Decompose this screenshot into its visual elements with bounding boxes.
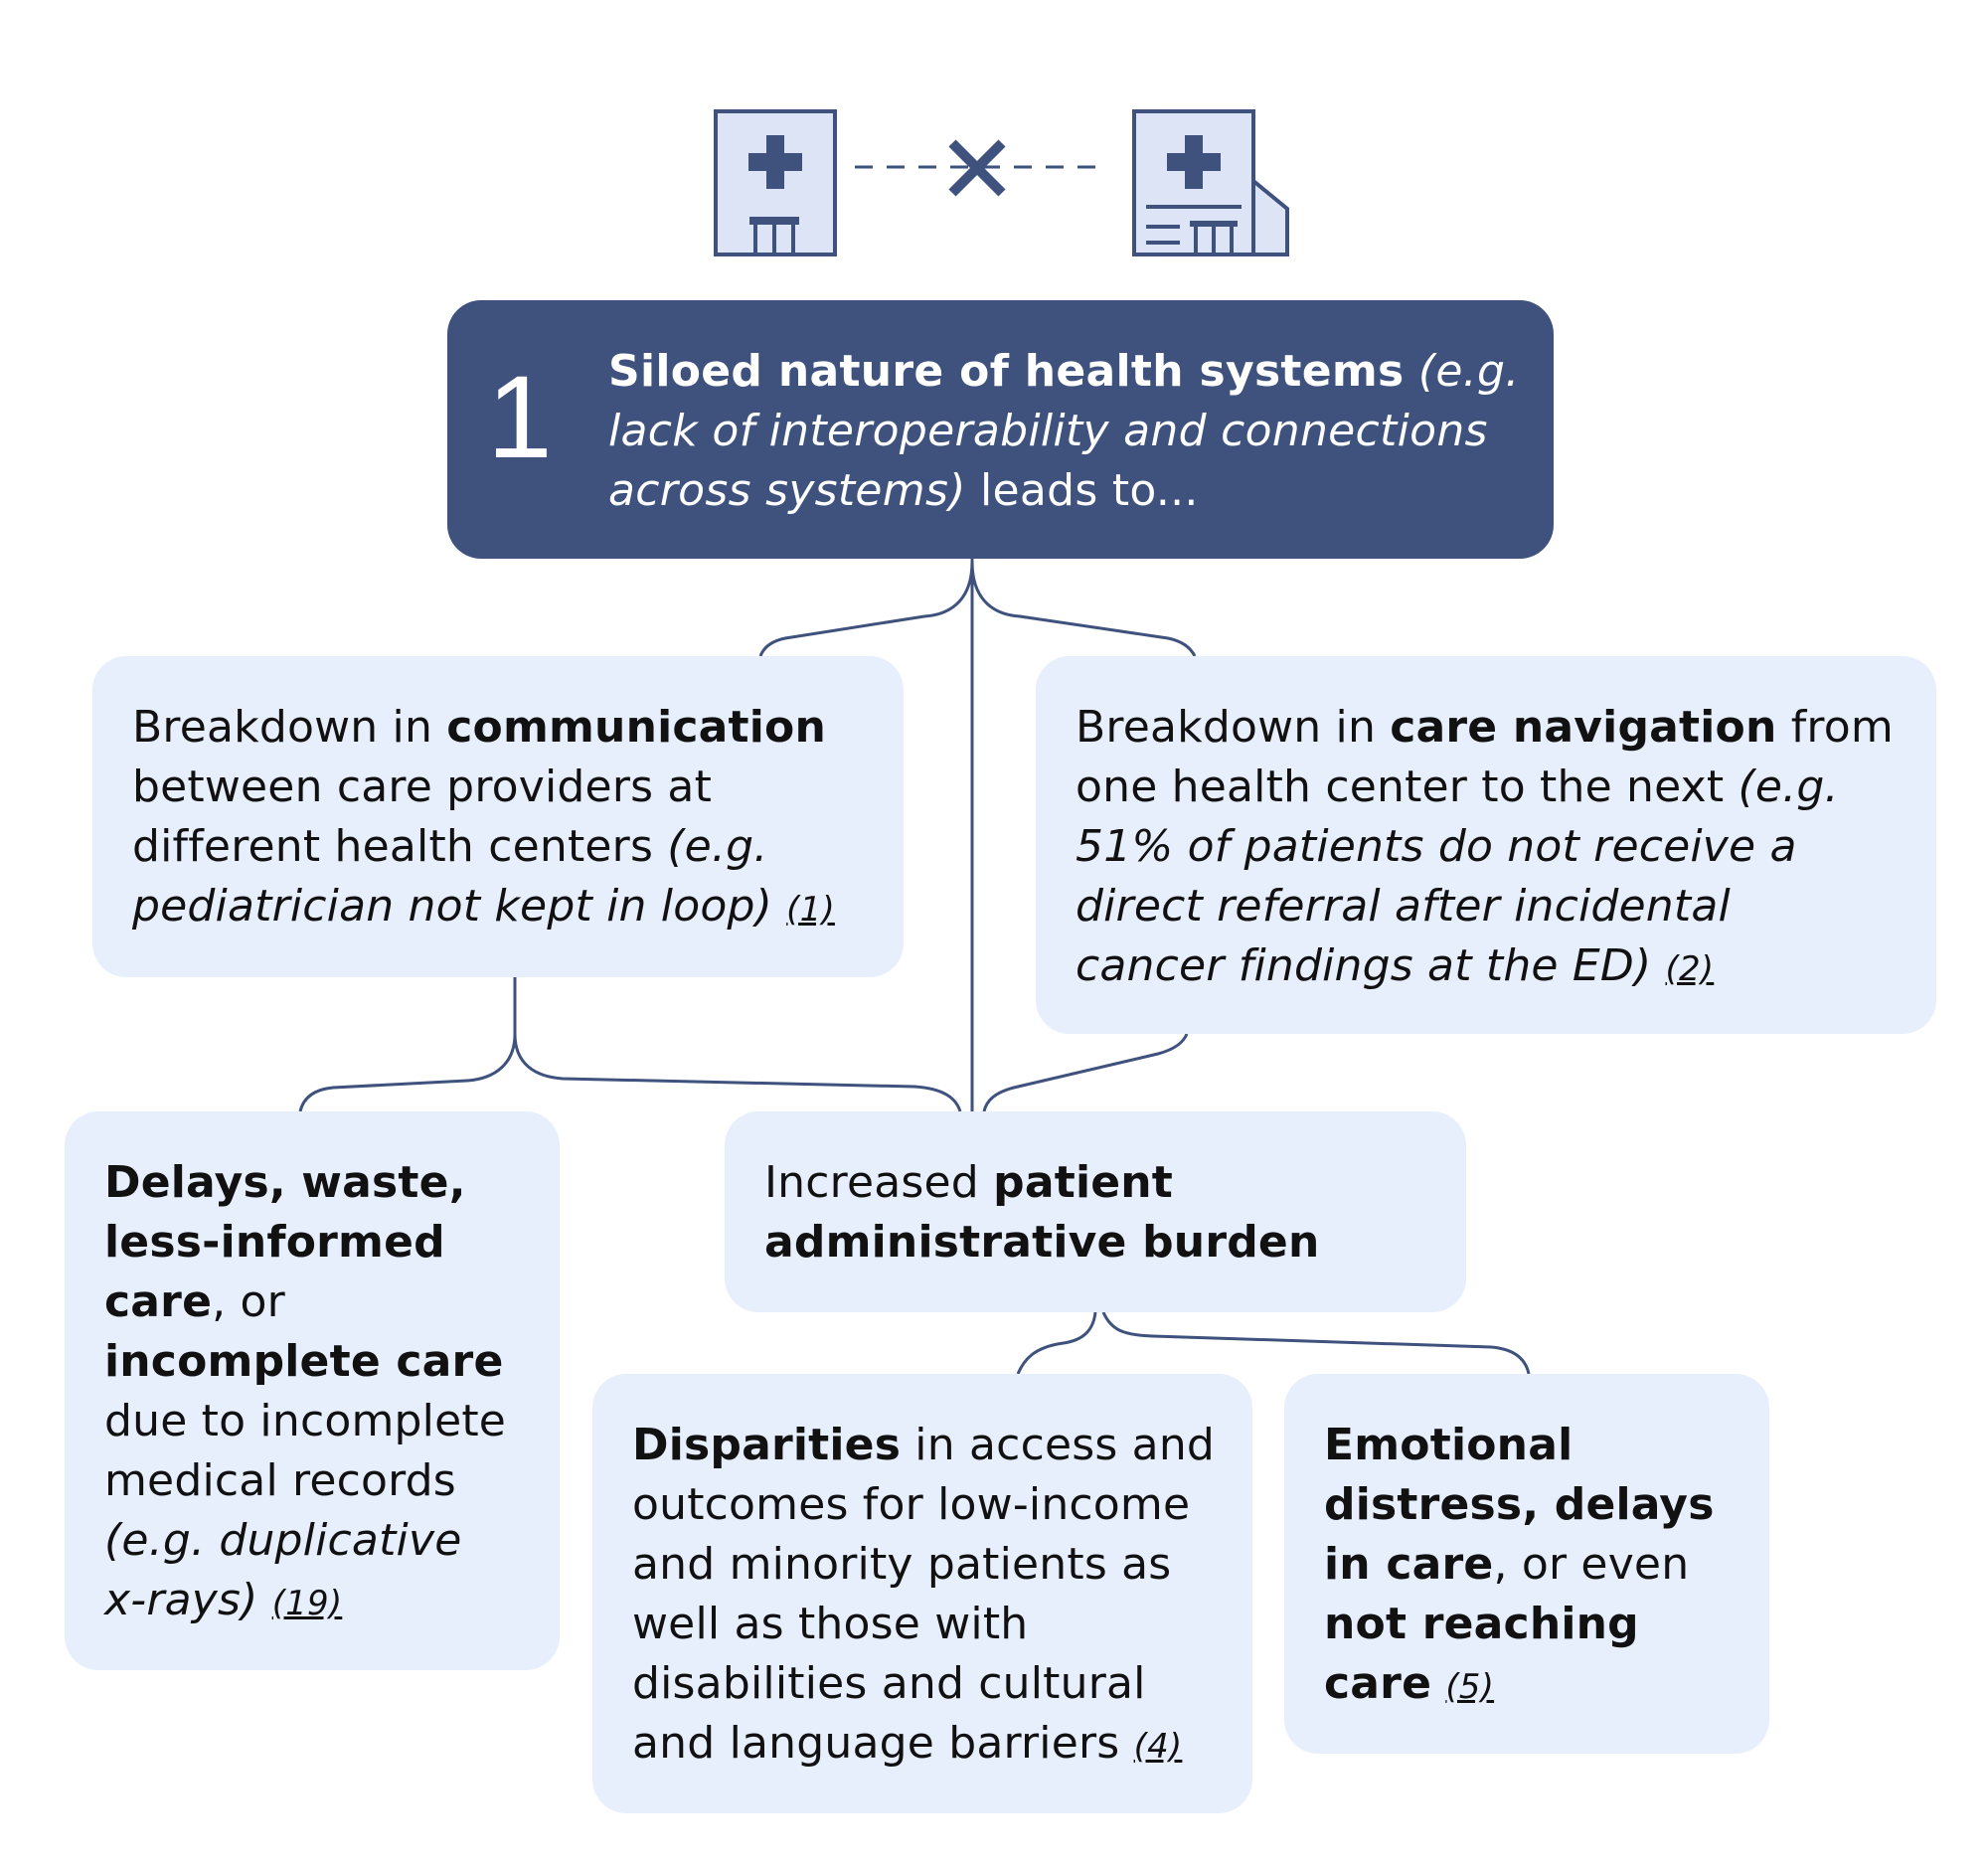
delays-text: Delays, waste, less-informed care, or in…: [104, 1153, 552, 1633]
citation-link[interactable]: (1): [786, 890, 835, 930]
italic-span: direct referral after incidental: [1076, 881, 1731, 932]
connector-burden-to-emotional: [1101, 1311, 1531, 1375]
hospital-building-icon: [714, 109, 839, 256]
bold-span: in care: [1324, 1539, 1494, 1590]
italic-span: (e.g. duplicative: [104, 1515, 462, 1566]
disconnect-x-icon: [944, 135, 1010, 201]
citation-link[interactable]: (4): [1133, 1727, 1183, 1767]
bold-span: Delays, waste,: [104, 1157, 466, 1208]
delays-box: Delays, waste, less-informed care, or in…: [65, 1111, 560, 1670]
burden-box: Increased patient administrative burden: [725, 1111, 1466, 1312]
italic-span: pediatrician not kept in loop): [132, 881, 772, 932]
connector-header-to-navigation: [970, 561, 1197, 657]
navigation-box: Breakdown in care navigation from one he…: [1036, 656, 1936, 1034]
citation-link[interactable]: (2): [1665, 949, 1715, 989]
bold-span: not reaching: [1324, 1599, 1639, 1649]
connector-header-to-communication: [758, 561, 974, 657]
bold-span: Disparities: [632, 1420, 902, 1470]
text-span: and minority patients as: [632, 1539, 1172, 1590]
citation-link[interactable]: (19): [271, 1584, 343, 1623]
text-span: different health centers: [132, 821, 668, 872]
bold-span: incomplete care: [104, 1336, 504, 1387]
text-span: Breakdown in: [1076, 702, 1391, 753]
text-span: well as those with: [632, 1599, 1029, 1649]
header-text: Siloed nature of health systems (e.g. la…: [608, 342, 1523, 521]
bold-span: care: [1324, 1658, 1432, 1709]
connector-navigation-to-burden: [982, 1033, 1189, 1112]
text-span: between care providers at: [132, 762, 713, 812]
disparities-text: Disparities in access and outcomes for l…: [632, 1416, 1248, 1777]
emotional-text: Emotional distress, delays in care, or e…: [1324, 1416, 1761, 1717]
disparities-box: Disparities in access and outcomes for l…: [592, 1374, 1252, 1813]
navigation-text: Breakdown in care navigation from one he…: [1076, 698, 1920, 999]
italic-span: (e.g.: [1738, 762, 1839, 812]
text-span: , or: [212, 1276, 285, 1327]
text-span: outcomes for low-income: [632, 1479, 1191, 1530]
header-italic-2: lack of interoperability and connections: [608, 406, 1488, 456]
text-span: and language barriers: [632, 1718, 1120, 1769]
italic-span: 51% of patients do not receive a: [1076, 821, 1797, 872]
text-span: Increased: [764, 1157, 994, 1208]
bold-span: communication: [446, 702, 827, 753]
italic-span: (e.g.: [667, 821, 768, 872]
text-span: disabilities and cultural: [632, 1658, 1146, 1709]
text-span: , or even: [1493, 1539, 1690, 1590]
bold-span: distress, delays: [1324, 1479, 1715, 1530]
header-bold: Siloed nature of health systems: [608, 346, 1405, 397]
bold-span: administrative burden: [764, 1217, 1320, 1268]
italic-span: x-rays): [104, 1575, 258, 1625]
bold-span: care: [104, 1276, 213, 1327]
bold-span: Emotional: [1324, 1420, 1574, 1470]
hospital-building-icon: [1132, 109, 1291, 256]
connector-communication-to-burden: [513, 1033, 962, 1112]
header-number: 1: [487, 352, 553, 483]
connector-communication-to-delays: [298, 977, 517, 1112]
bold-span: care navigation: [1390, 702, 1777, 753]
connector-burden-to-disparities: [1016, 1311, 1097, 1375]
citation-link[interactable]: (5): [1445, 1667, 1495, 1707]
header-box: 1 Siloed nature of health systems (e.g. …: [447, 300, 1554, 559]
text-span: Breakdown in: [132, 702, 447, 753]
bold-span: less-informed: [104, 1217, 445, 1268]
text-span: one health center to the next: [1076, 762, 1739, 812]
communication-box: Breakdown in communication between care …: [92, 656, 904, 977]
text-span: medical records: [104, 1455, 456, 1506]
header-italic-1: (e.g.: [1404, 346, 1520, 397]
bold-span: patient: [993, 1157, 1174, 1208]
communication-text: Breakdown in communication between care …: [132, 698, 888, 939]
text-span: in access and: [901, 1420, 1216, 1470]
text-span: due to incomplete: [104, 1396, 507, 1446]
text-span: from: [1776, 702, 1894, 753]
emotional-box: Emotional distress, delays in care, or e…: [1284, 1374, 1769, 1754]
header-tail: leads to...: [965, 465, 1199, 516]
burden-text: Increased patient administrative burden: [764, 1153, 1450, 1272]
header-italic-3: across systems): [608, 465, 966, 516]
italic-span: cancer findings at the ED): [1076, 940, 1652, 991]
